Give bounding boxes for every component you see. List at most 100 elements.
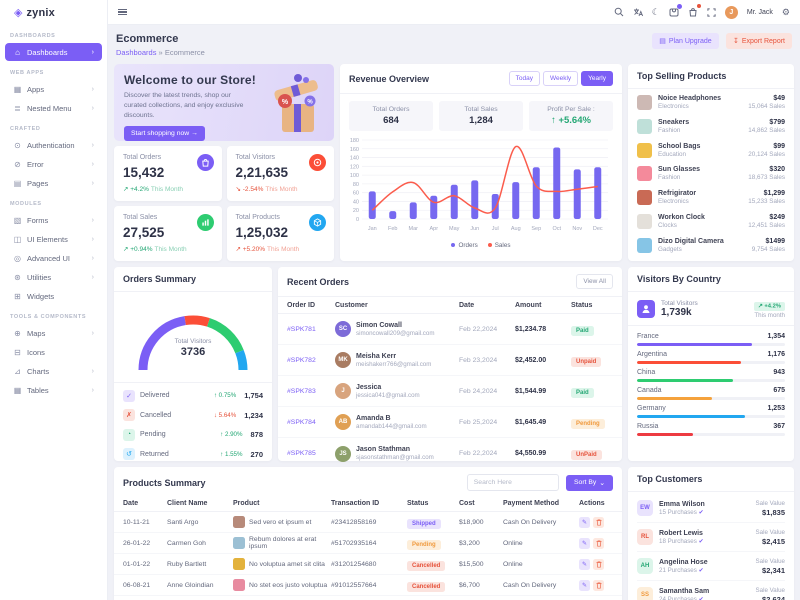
- sidebar-item-error[interactable]: ⊘ Error ›: [14, 159, 94, 169]
- substat-total-orders: Total Orders 684: [349, 101, 433, 131]
- tab-yearly[interactable]: Yearly: [581, 71, 613, 86]
- tab-today[interactable]: Today: [508, 71, 540, 86]
- sidebar-item-maps[interactable]: ⊕ Maps ›: [14, 328, 94, 338]
- settings-gear-icon[interactable]: ⚙: [781, 6, 790, 17]
- orders-summary-card: Orders Summary Total Visitors 3736 ✓ Deli…: [114, 267, 272, 461]
- sidebar-item-nested-menu[interactable]: ≣ Nested Menu ›: [14, 103, 94, 113]
- product-row: School Bags Education $99 20,124 Sales: [637, 142, 785, 158]
- order-id-link[interactable]: #SPK781: [287, 325, 316, 333]
- sidebar-item-forms[interactable]: ▧ Forms ›: [13, 215, 94, 225]
- verified-check-icon: ✔: [698, 596, 704, 600]
- product-thumb: [637, 190, 652, 206]
- stat-card-total-sales: Total Sales 27,525 ↗ +0.94% This Month: [114, 206, 222, 261]
- sidebar-section-label: MODULES: [10, 201, 42, 207]
- country-row: Russia 367: [637, 418, 785, 436]
- translate-icon[interactable]: [633, 7, 643, 17]
- svg-text:120: 120: [350, 164, 359, 170]
- sidebar-item-widgets[interactable]: ⊞Widgets›: [14, 291, 55, 301]
- country-row: France 1,354: [637, 328, 785, 346]
- user-avatar[interactable]: J: [724, 5, 738, 19]
- verified-check-icon: ✔: [698, 538, 704, 545]
- start-shopping-button[interactable]: Start shopping now →: [124, 125, 205, 141]
- product-thumb: [637, 119, 652, 135]
- edit-button[interactable]: ✎: [579, 516, 590, 528]
- product-row: Sneakers Fashion $799 14,862 Sales: [637, 119, 785, 135]
- customer-row: SS Samantha Sam 24 Purchases ✔ Sale Value $2…: [637, 581, 785, 600]
- order-row: #SPK783 J Jessica jessica041@gmail.com Feb…: [278, 376, 622, 407]
- sidebar-item-pages[interactable]: ▤ Pages ›: [13, 178, 94, 188]
- sidebar-item-ui-elements[interactable]: ◫ UI Elements ›: [13, 234, 94, 244]
- chevron-right-icon: ›: [91, 141, 94, 149]
- order-id-link[interactable]: #SPK785: [287, 450, 316, 457]
- chart-legend: Orders Sales: [340, 241, 622, 255]
- widgets-icon: ⊞: [14, 291, 21, 301]
- sales-legend-dot: [487, 243, 492, 248]
- edit-button[interactable]: ✎: [579, 558, 590, 570]
- order-row: #SPK782 MK Meisha Kerr meishakerr766@gmail…: [278, 345, 622, 376]
- country-bar: [637, 343, 753, 346]
- sidebar-item-utilities[interactable]: ⊛ Utilities ›: [14, 272, 94, 282]
- svg-text:160: 160: [350, 147, 359, 153]
- calendar-icon: ▤: [659, 38, 666, 45]
- sidebar-item-tables[interactable]: ▦ Tables ›: [13, 385, 94, 395]
- edit-button[interactable]: ✎: [579, 537, 590, 549]
- product-summary-row: 06-08-21 Anne Gloindian No stet eos just…: [114, 575, 622, 596]
- stat-card-total-orders: Total Orders 15,432 ↗ +4.2% This Month: [114, 146, 222, 201]
- svg-text:Jun: Jun: [470, 226, 479, 232]
- sidebar-item-charts[interactable]: ⊿ Charts ›: [14, 366, 94, 376]
- sidebar-item-advanced-ui[interactable]: ◎ Advanced UI ›: [14, 253, 94, 263]
- sidebar-item-authentication[interactable]: ⊙ Authentication ›: [14, 140, 94, 150]
- logo[interactable]: ◈ zynix: [0, 0, 107, 25]
- delete-button[interactable]: [593, 558, 604, 570]
- sidebar-item-dashboards[interactable]: ⌂ Dashboards ›: [5, 43, 102, 61]
- sort-by-button[interactable]: Sort By ⌄: [566, 474, 613, 491]
- search-input[interactable]: [466, 474, 559, 491]
- revenue-overview-card: Revenue Overview Today Weekly Yearly Tot…: [340, 64, 622, 261]
- fullscreen-icon[interactable]: [707, 7, 716, 17]
- tables-icon: ▦: [13, 385, 22, 395]
- svg-text:Sep: Sep: [531, 226, 541, 232]
- order-row: #SPK785 JS Jason Stathman sjasonstathman@g…: [278, 438, 622, 469]
- product-row: Dizo Digital Camera Gadgets $1499 9,754 Sal…: [637, 237, 785, 253]
- chevron-right-icon: ›: [91, 329, 94, 337]
- plan-upgrade-button[interactable]: ▤ Plan Upgrade: [652, 33, 719, 49]
- verified-check-icon: ✔: [698, 567, 704, 574]
- order-id-link[interactable]: #SPK782: [287, 356, 316, 364]
- svg-text:Dec: Dec: [593, 226, 603, 232]
- product-thumb-sm: [233, 537, 245, 549]
- order-id-link[interactable]: #SPK783: [287, 387, 316, 395]
- hamburger-menu-icon[interactable]: [118, 8, 127, 16]
- export-report-button[interactable]: ↧ Export Report: [725, 33, 792, 49]
- summary-row-returned: ↺ Returned ↑ 1.55% 270: [123, 445, 263, 465]
- tab-weekly[interactable]: Weekly: [542, 71, 579, 86]
- sidebar-item-icons[interactable]: ⊟Icons›: [14, 347, 45, 357]
- edit-button[interactable]: ✎: [579, 579, 590, 591]
- search-icon[interactable]: [614, 7, 624, 17]
- delete-button[interactable]: [593, 579, 604, 591]
- summary-row-delivered: ✓ Delivered ↑ 0.75% 1,754: [123, 386, 263, 406]
- order-id-link[interactable]: #SPK784: [287, 418, 316, 426]
- disc-icon: [309, 154, 326, 171]
- notifications-icon[interactable]: [669, 4, 682, 17]
- product-row: Workon Clock Clocks $249 12,451 Sales: [637, 213, 785, 229]
- svg-text:%: %: [282, 99, 289, 106]
- moon-icon[interactable]: ☾: [651, 6, 660, 17]
- person-icon: [637, 300, 655, 318]
- return-icon: ↺: [123, 448, 135, 461]
- maps-icon: ⊕: [14, 328, 21, 338]
- status-badge: Pending: [407, 539, 441, 550]
- breadcrumb-dashboards[interactable]: Dashboards: [116, 48, 157, 57]
- cart-icon[interactable]: [688, 4, 701, 17]
- delete-button[interactable]: [593, 537, 604, 549]
- country-row: Germany 1,253: [637, 400, 785, 418]
- advanced-ui-icon: ◎: [14, 253, 21, 263]
- user-name[interactable]: Mr. Jack: [746, 8, 773, 16]
- view-all-button[interactable]: View All: [576, 274, 613, 289]
- delete-button[interactable]: [593, 516, 604, 528]
- sidebar-item-apps[interactable]: ▦ Apps ›: [13, 84, 94, 94]
- product-thumb: [637, 95, 652, 111]
- product-thumb-sm: [233, 579, 245, 591]
- svg-text:140: 140: [350, 156, 359, 162]
- customer-avatar: EW: [637, 500, 653, 516]
- customer-avatar: SS: [637, 587, 653, 600]
